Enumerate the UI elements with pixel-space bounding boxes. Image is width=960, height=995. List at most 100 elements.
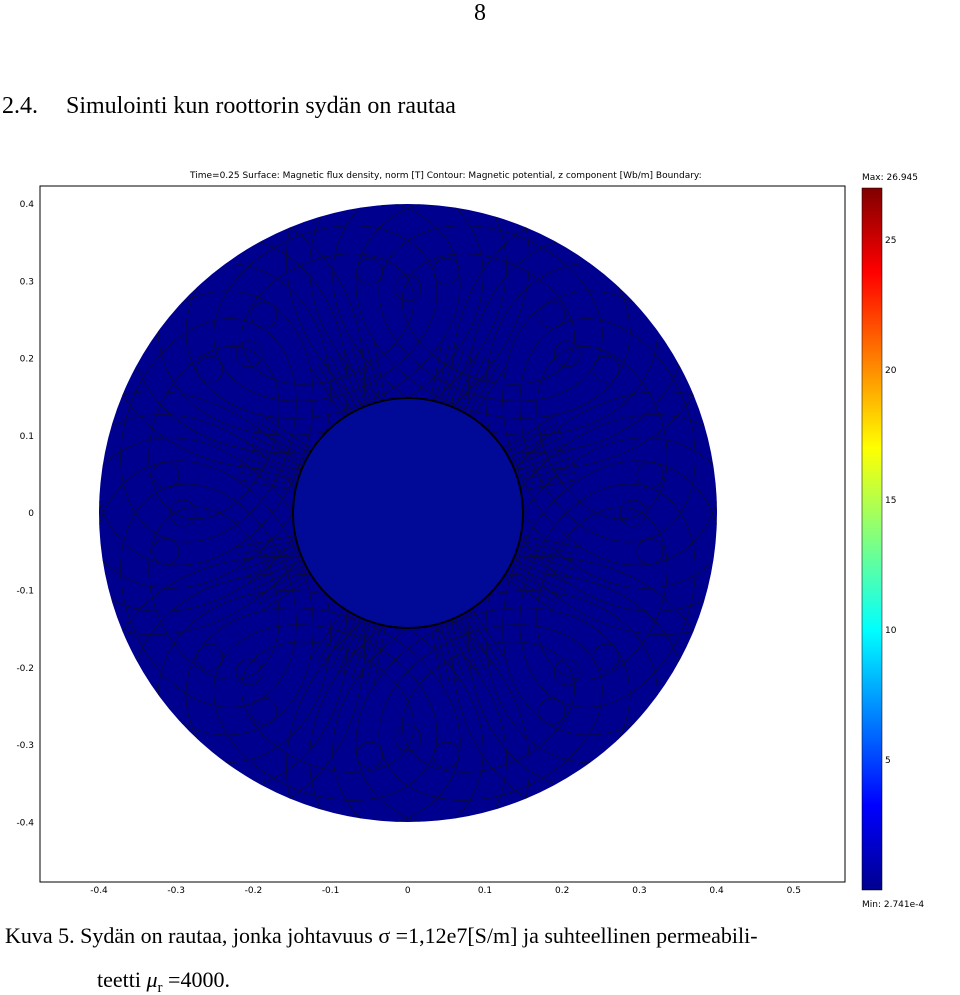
flux-line: [373, 628, 386, 685]
flux-line: [435, 342, 450, 399]
slot: [592, 643, 620, 671]
contour: [401, 253, 575, 385]
flux-line: [330, 355, 357, 408]
y-tick-label: 0: [28, 509, 34, 519]
flux-line: [519, 456, 574, 476]
slot: [592, 355, 620, 383]
flux-line: [247, 560, 301, 584]
slot: [619, 499, 647, 527]
contour: [241, 641, 415, 773]
slot: [553, 340, 581, 368]
flux-line: [445, 624, 465, 679]
flux-line: [330, 618, 357, 671]
flux-line: [473, 367, 506, 416]
page-number: 8: [474, 0, 486, 26]
flux-line: [236, 478, 293, 491]
flux-line: [351, 624, 371, 679]
flux-line: [523, 478, 580, 491]
flux-line: [455, 352, 479, 406]
slot: [538, 697, 566, 725]
contour: [241, 253, 415, 385]
y-tick-label: 0.4: [20, 200, 35, 210]
slot: [356, 257, 384, 285]
flux-line: [244, 449, 299, 471]
flux-line: [505, 578, 554, 611]
flux-line: [515, 442, 569, 466]
contour: [536, 346, 668, 520]
flux-line: [250, 564, 303, 591]
flux-line: [517, 449, 572, 471]
flux-line: [450, 349, 472, 404]
colorbar-tick-label: 25: [885, 236, 896, 246]
flux-line: [258, 421, 308, 453]
flux-line: [505, 415, 554, 448]
flux-line: [262, 578, 311, 611]
flux-line: [351, 347, 371, 402]
colorbar: [861, 187, 883, 891]
flux-line: [508, 573, 558, 605]
y-tick-label: -0.2: [16, 664, 34, 674]
slot: [250, 697, 278, 725]
flux-line: [344, 622, 366, 677]
contour: [213, 225, 438, 402]
flux-line: [468, 613, 500, 663]
slot: [250, 301, 278, 329]
colorbar-tick-label: 10: [885, 626, 897, 636]
flux-line: [316, 363, 348, 413]
flux-line: [430, 628, 443, 685]
flux-line: [513, 435, 566, 462]
flux-line: [237, 540, 294, 555]
flux-line: [310, 367, 343, 416]
flux-line: [519, 550, 574, 570]
x-tick-label: 0.4: [709, 886, 724, 896]
flux-line: [237, 471, 294, 486]
flux-line: [459, 355, 486, 408]
flux-line: [459, 618, 486, 671]
colorbar-min: Min: 2.741e-4: [862, 900, 924, 910]
flux-line: [473, 610, 506, 659]
x-tick-label: 0: [405, 886, 411, 896]
flux-line: [366, 342, 381, 399]
slot: [152, 537, 180, 565]
y-tick-label: 0.3: [20, 277, 34, 287]
x-tick-label: 0.3: [632, 886, 646, 896]
flux-line: [513, 564, 566, 591]
slot: [432, 257, 460, 285]
x-tick-label: -0.4: [90, 886, 108, 896]
slot: [553, 658, 581, 686]
heading-number: 2.4.: [2, 93, 38, 119]
flux-line: [440, 344, 458, 400]
contour: [120, 483, 297, 708]
flux-line: [242, 550, 297, 570]
flux-line: [236, 535, 293, 548]
contour: [401, 641, 575, 773]
flux-line: [521, 463, 577, 481]
flux-line: [337, 352, 361, 406]
y-tick-label: 0.2: [20, 355, 34, 365]
flux-line: [373, 341, 386, 398]
flux-line: [239, 463, 295, 481]
caption-symbol: μ: [145, 967, 157, 992]
slot: [394, 724, 422, 752]
contour: [519, 318, 696, 543]
slot: [235, 340, 263, 368]
flux-line: [310, 610, 343, 659]
y-tick-label: -0.3: [16, 741, 34, 751]
heading-title: Simulointi kun roottorin sydän on rautaa: [66, 93, 456, 119]
flux-line: [258, 573, 308, 605]
flux-line: [262, 415, 311, 448]
x-tick-label: 0.1: [478, 886, 492, 896]
flux-line: [244, 555, 299, 577]
caption-subscript: r: [158, 980, 163, 995]
flux-line: [316, 613, 348, 663]
slot: [196, 643, 224, 671]
flux-line: [323, 359, 352, 410]
flux-line: [455, 620, 479, 674]
contour: [378, 225, 603, 402]
flux-line: [522, 471, 579, 486]
flux-line: [517, 555, 572, 577]
flux-line: [247, 442, 301, 466]
contour: [148, 346, 280, 520]
